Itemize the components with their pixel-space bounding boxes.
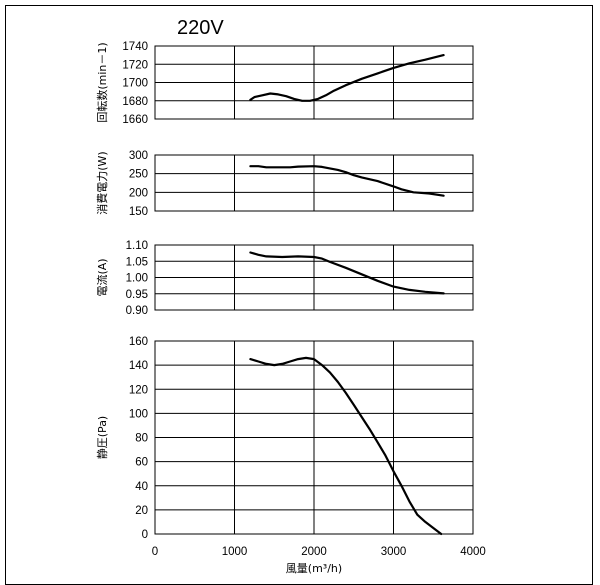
y-tick-label: 1.05 xyxy=(126,256,148,268)
x-tick-label: 3000 xyxy=(381,546,407,558)
series-line xyxy=(249,356,443,536)
y-tick-label: 1.10 xyxy=(126,240,148,252)
series-line xyxy=(249,165,445,197)
charts-layer: 16601680170017201740回転数(min－1)1502002503… xyxy=(95,41,486,575)
y-axis-label: 回転数(min－1) xyxy=(96,42,109,122)
y-tick-label: 1700 xyxy=(122,78,148,90)
x-tick-label: 2000 xyxy=(301,546,327,558)
y-tick-label: 0 xyxy=(142,529,148,541)
y-tick-label: 0.90 xyxy=(126,305,148,317)
y-axis-label: 消費電力(W) xyxy=(95,151,109,214)
y-tick-label: 140 xyxy=(129,360,148,372)
y-tick-label: 1680 xyxy=(122,96,148,108)
panel-4: 0 20 40 60 80 100 120 140 160 静圧(Pa) 0 1000 2000 3000… xyxy=(95,336,486,575)
series-line xyxy=(249,53,445,102)
chart-title: 220V xyxy=(177,17,224,39)
chart-frame xyxy=(5,5,593,585)
y-tick-label: 250 xyxy=(129,169,148,181)
panel-3: 0.90 0.95 1.00 1.05 1.10 電流(A) xyxy=(95,240,474,317)
panel-1: 1660 1680 1700 1720 1740 回転数(min－1) xyxy=(96,41,474,126)
y-tick-label: 300 xyxy=(129,150,148,162)
y-tick-label: 150 xyxy=(129,206,148,218)
y-tick-label: 100 xyxy=(129,408,148,420)
y-axis-label: 電流(A) xyxy=(95,258,109,296)
x-tick-label: 0 xyxy=(152,546,158,558)
y-tick-label: 0.95 xyxy=(126,289,148,301)
y-tick-label: 1.00 xyxy=(126,273,148,285)
y-tick-label: 1720 xyxy=(122,59,148,71)
y-tick-label: 20 xyxy=(135,505,148,517)
y-tick-label: 80 xyxy=(135,433,148,445)
panel-2: 150 200 250 300 消費電力(W) xyxy=(95,150,474,218)
y-tick-label: 200 xyxy=(129,187,148,199)
y-tick-label: 1660 xyxy=(122,114,148,126)
y-tick-label: 40 xyxy=(135,481,148,493)
x-tick-label: 1000 xyxy=(222,546,248,558)
y-tick-label: 1740 xyxy=(122,41,148,53)
y-tick-label: 160 xyxy=(129,336,148,348)
series-line xyxy=(249,251,445,295)
y-tick-label: 60 xyxy=(135,457,148,469)
y-tick-label: 120 xyxy=(129,384,148,396)
y-axis-label: 静圧(Pa) xyxy=(95,416,109,459)
x-axis-label: 風量(m³/h) xyxy=(286,562,342,575)
x-tick-label: 4000 xyxy=(460,546,486,558)
